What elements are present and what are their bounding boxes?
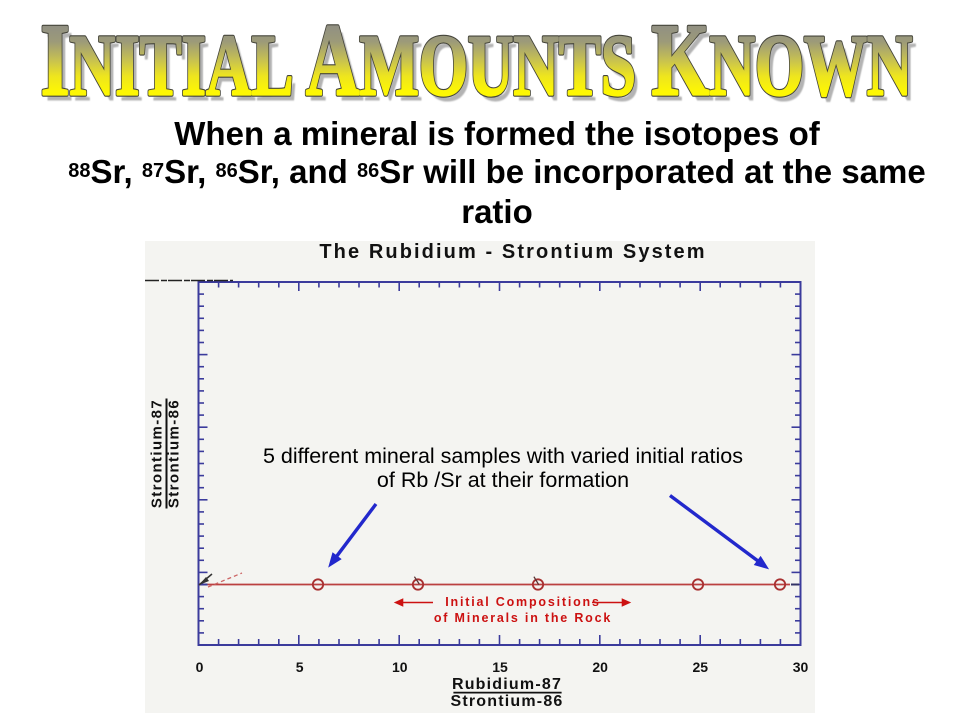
svg-text:INITIAL AMOUNTS KNOWN: INITIAL AMOUNTS KNOWN: [41, 4, 913, 117]
svg-text:INITIAL AMOUNTS KNOWN: INITIAL AMOUNTS KNOWN: [45, 10, 917, 123]
svg-text:INITIAL AMOUNTS KNOWN: INITIAL AMOUNTS KNOWN: [41, 4, 913, 117]
